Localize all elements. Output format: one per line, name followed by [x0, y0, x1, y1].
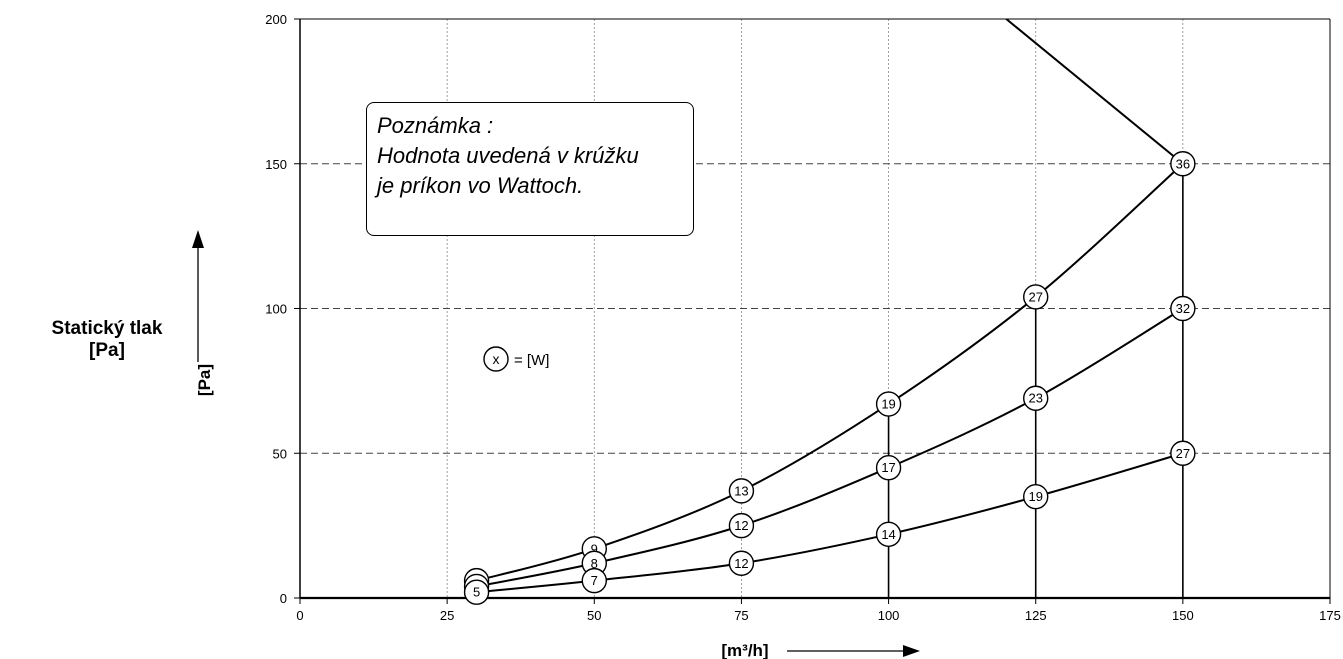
legend-watt-symbol: x = [W] — [483, 346, 549, 372]
x-tick-label-175: 175 — [1319, 608, 1341, 623]
series-3-marker-5 — [1023, 483, 1049, 510]
series-1-point-3: 13 — [728, 478, 755, 504]
series-1-data-label-4: 19 — [881, 397, 895, 412]
series-2-point-3: 12 — [728, 512, 755, 539]
series-3-marker-3 — [728, 550, 755, 576]
series-3-data-label-2: 7 — [591, 573, 598, 588]
series-2-point-6: 32 — [1170, 295, 1196, 322]
y-tick-label-100: 100 — [265, 302, 287, 317]
x-tick-label-25: 25 — [440, 608, 454, 623]
y-tick-label-0: 0 — [280, 591, 287, 606]
x-tick-label-150: 150 — [1172, 608, 1194, 623]
series-1-marker-6 — [1170, 151, 1196, 177]
chart-title: Statický tlak [Pa] — [22, 318, 192, 362]
legend-text: = [W] — [514, 352, 549, 369]
series-1-point-4: 19 — [875, 391, 902, 417]
chart-title-line-2: [Pa] — [89, 340, 125, 361]
series-3-data-label-5: 19 — [1028, 489, 1042, 504]
x-tick-label-0: 0 — [296, 608, 303, 623]
series-2-marker-4 — [875, 455, 902, 481]
series-3-point-4: 14 — [875, 521, 902, 548]
series-3-data-label-6: 27 — [1176, 446, 1190, 461]
x-axis-label: [m³/h] — [721, 641, 768, 659]
y-tick-label-150: 150 — [265, 157, 287, 172]
series-2-data-label-3: 12 — [734, 518, 748, 533]
series-3-data-label-3: 12 — [734, 556, 748, 571]
series-1-point-6: 36 — [1170, 151, 1196, 177]
y-axis-arrow — [192, 230, 204, 362]
series-2-data-label-6: 32 — [1176, 301, 1190, 316]
note-line-1: Poznámka : — [377, 113, 494, 138]
x-tick-label-75: 75 — [734, 608, 748, 623]
series-3-marker-2 — [581, 567, 607, 594]
series-1-marker-3 — [728, 478, 755, 504]
series-3-data-label-4: 14 — [881, 527, 895, 542]
series-1-data-label-6: 36 — [1176, 156, 1190, 171]
series-2-marker-6 — [1170, 295, 1196, 322]
series-2-data-label-4: 17 — [881, 460, 895, 475]
legend-symbol-text: x — [493, 351, 500, 367]
series-3-marker-6 — [1170, 440, 1196, 466]
series-3-point-6: 27 — [1170, 440, 1196, 466]
boundary-line — [1005, 18, 1184, 165]
series-3-point-3: 12 — [728, 550, 755, 576]
series-1-point-5: 27 — [1023, 284, 1049, 310]
series-3-marker-1 — [463, 579, 490, 605]
y-axis-label: [Pa] — [195, 364, 214, 396]
series-1-data-label-5: 27 — [1028, 289, 1042, 304]
series-2-point-5: 23 — [1023, 385, 1049, 411]
chart-title-line-1: Statický tlak — [51, 318, 163, 339]
series-2-marker-3 — [728, 512, 755, 539]
series-3-marker-4 — [875, 521, 902, 548]
series-2-data-label-2: 8 — [591, 556, 598, 571]
x-tick-label-100: 100 — [878, 608, 900, 623]
x-tick-label-50: 50 — [587, 608, 601, 623]
series-3-point-2: 7 — [581, 567, 607, 594]
series-3-line — [476, 452, 1184, 594]
series-3-data-label-1: 5 — [473, 585, 480, 600]
series-3-point-1: 5 — [463, 579, 490, 605]
y-tick-label-200: 200 — [265, 12, 287, 27]
note-box: Poznámka : Hodnota uvedená v krúžku je p… — [366, 102, 694, 236]
series-2-point-4: 17 — [875, 455, 902, 481]
series-3-point-5: 19 — [1023, 483, 1049, 510]
series-2-data-label-5: 23 — [1028, 391, 1042, 406]
series-1-data-label-3: 13 — [734, 483, 748, 498]
series-1-marker-4 — [875, 391, 902, 417]
x-axis-arrow — [787, 645, 920, 657]
series-2-marker-5 — [1023, 385, 1049, 411]
series-1-data-label-2: 9 — [591, 541, 598, 556]
y-tick-label-50: 50 — [273, 446, 287, 461]
series-1-marker-5 — [1023, 284, 1049, 310]
x-tick-label-125: 125 — [1025, 608, 1047, 623]
vertical-guide-lines — [887, 163, 1184, 598]
note-line-3: je príkon vo Wattoch. — [377, 173, 584, 198]
markers: 691319273668121723325712141927 — [463, 151, 1196, 605]
note-line-2: Hodnota uvedená v krúžku — [377, 143, 639, 168]
